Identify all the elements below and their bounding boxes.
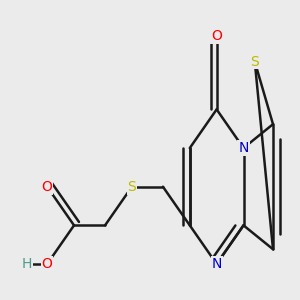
- Text: H: H: [22, 257, 32, 271]
- Text: N: N: [238, 141, 249, 155]
- Text: O: O: [42, 257, 52, 271]
- Text: S: S: [250, 55, 259, 69]
- Text: O: O: [42, 180, 52, 194]
- Text: S: S: [128, 180, 136, 194]
- Text: N: N: [212, 257, 222, 271]
- Text: O: O: [211, 29, 222, 43]
